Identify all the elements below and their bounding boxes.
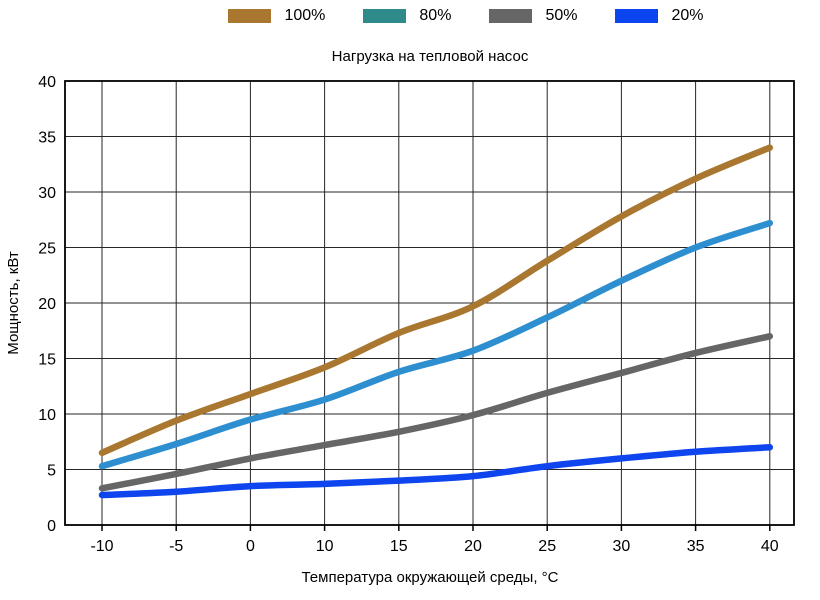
x-tick-label: -10 xyxy=(90,538,113,555)
legend-item-50%: 50% xyxy=(489,8,577,24)
y-tick-label: 5 xyxy=(47,463,56,480)
plot-border xyxy=(64,80,795,526)
y-axis-label: Мощность, кВт xyxy=(5,251,22,355)
legend-swatch-20% xyxy=(615,9,659,23)
series-line-20% xyxy=(98,444,774,499)
legend-swatch-100% xyxy=(228,9,272,23)
x-tick-labels: -10 -5 0 10 15 20 25 30 35 40 xyxy=(90,538,778,555)
x-tick-label: 10 xyxy=(316,538,334,555)
series-line-80% xyxy=(98,219,774,470)
x-tick-label: -5 xyxy=(169,538,183,555)
y-tick-label: 25 xyxy=(38,241,56,258)
legend-item-20%: 20% xyxy=(615,7,704,24)
y-tick-label: 0 xyxy=(47,518,56,535)
chart-title: Нагрузка на тепловой насос xyxy=(331,48,529,65)
y-tick-label: 40 xyxy=(38,74,56,91)
y-tick-labels: 0 5 10 15 20 25 30 35 40 xyxy=(38,74,56,535)
x-tick-label: 40 xyxy=(761,538,779,555)
legend-item-100%: 100% xyxy=(228,8,325,24)
legend-swatch-50% xyxy=(489,9,533,23)
legend-label: 100% xyxy=(284,7,326,24)
y-tick-label: 20 xyxy=(38,296,56,313)
x-tick-label: 35 xyxy=(687,538,705,555)
y-tick-label: 10 xyxy=(38,407,56,424)
gridlines xyxy=(65,80,794,526)
y-tick-label: 15 xyxy=(38,352,56,369)
x-tick-marks xyxy=(101,525,771,531)
legend-label: 80% xyxy=(419,7,452,24)
series-line-100% xyxy=(98,144,774,457)
legend-label: 20% xyxy=(671,7,704,24)
legend-item-80%: 80% xyxy=(363,8,451,24)
y-tick-label: 30 xyxy=(38,185,56,202)
x-tick-label: 25 xyxy=(538,538,556,555)
x-tick-label: 30 xyxy=(613,538,631,555)
x-tick-label: 20 xyxy=(464,538,482,555)
series-line-50% xyxy=(98,333,774,492)
legend-label: 50% xyxy=(545,7,578,24)
x-axis-label: Температура окружающей среды, °C xyxy=(301,569,558,586)
x-tick-label: 0 xyxy=(246,538,255,555)
chart-legend: 100% 80% 50% 20% xyxy=(56,8,820,24)
y-tick-label: 35 xyxy=(38,130,56,147)
legend-swatch-80% xyxy=(363,9,407,23)
x-tick-label: 15 xyxy=(390,538,408,555)
